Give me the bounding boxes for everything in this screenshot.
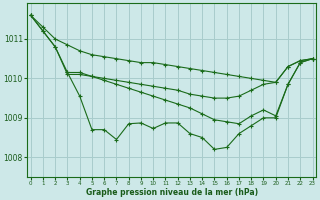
X-axis label: Graphe pression niveau de la mer (hPa): Graphe pression niveau de la mer (hPa): [85, 188, 258, 197]
